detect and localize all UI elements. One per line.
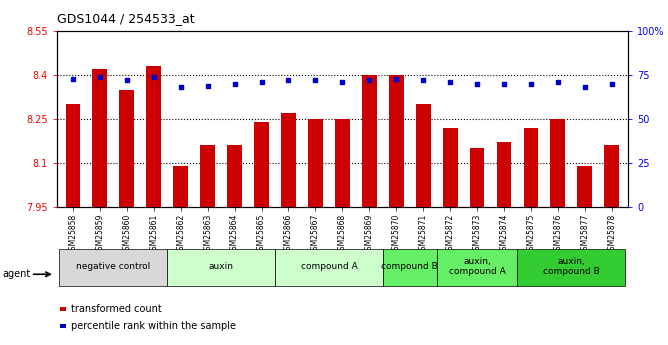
Point — [176, 85, 186, 90]
Bar — [200, 146, 215, 207]
Bar — [470, 148, 484, 207]
Bar — [605, 146, 619, 207]
Bar — [275, 249, 383, 286]
Point — [337, 79, 347, 85]
Text: compound B: compound B — [381, 262, 438, 271]
Bar — [59, 249, 167, 286]
Text: compound A: compound A — [301, 262, 357, 271]
Point — [257, 79, 267, 85]
Bar — [577, 166, 593, 207]
Bar — [92, 69, 108, 207]
Bar — [383, 249, 437, 286]
Point — [202, 83, 213, 88]
Point — [148, 74, 159, 80]
Bar — [65, 104, 80, 207]
Text: negative control: negative control — [76, 262, 150, 271]
Text: GDS1044 / 254533_at: GDS1044 / 254533_at — [57, 12, 194, 25]
Point — [283, 78, 294, 83]
Bar — [437, 249, 518, 286]
Text: auxin,
compound B: auxin, compound B — [543, 257, 600, 276]
Point — [391, 76, 401, 81]
Text: auxin,
compound A: auxin, compound A — [449, 257, 506, 276]
Text: transformed count: transformed count — [71, 304, 162, 314]
Point — [364, 78, 375, 83]
Bar — [120, 90, 134, 207]
Bar — [308, 119, 323, 207]
Point — [95, 74, 106, 80]
Bar — [415, 104, 431, 207]
Bar — [335, 119, 350, 207]
Point — [445, 79, 456, 85]
Bar — [227, 146, 242, 207]
Bar — [60, 324, 65, 328]
Bar — [281, 113, 296, 207]
Point — [67, 76, 78, 81]
Point — [418, 78, 428, 83]
Bar — [146, 66, 161, 207]
Bar — [362, 75, 377, 207]
Point — [526, 81, 536, 87]
Bar — [167, 249, 275, 286]
Bar — [173, 166, 188, 207]
Point — [310, 78, 321, 83]
Bar — [254, 122, 269, 207]
Point — [122, 78, 132, 83]
Point — [229, 81, 240, 87]
Bar — [496, 142, 512, 207]
Point — [498, 81, 509, 87]
Point — [552, 79, 563, 85]
Bar — [524, 128, 538, 207]
Text: percentile rank within the sample: percentile rank within the sample — [71, 321, 236, 331]
Text: auxin: auxin — [208, 262, 234, 271]
Point — [472, 81, 482, 87]
Point — [607, 81, 617, 87]
Bar — [518, 249, 625, 286]
Text: agent: agent — [3, 269, 31, 279]
Bar — [389, 75, 403, 207]
Point — [579, 85, 590, 90]
Bar — [550, 119, 565, 207]
Bar — [443, 128, 458, 207]
Bar — [60, 307, 65, 311]
